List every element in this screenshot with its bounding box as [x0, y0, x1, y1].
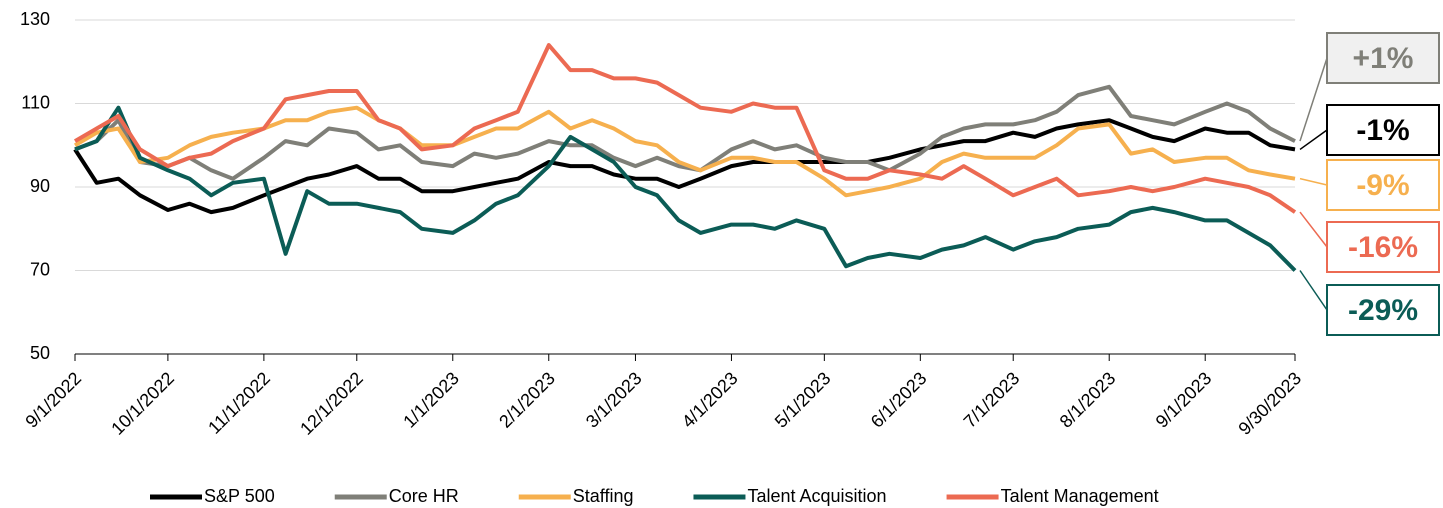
legend-label: Staffing: [573, 486, 634, 506]
end-label-box: [1326, 104, 1440, 156]
end-label-box: [1326, 32, 1440, 84]
x-tick-label: 9/1/2022: [21, 368, 85, 432]
end-label-box: [1326, 159, 1440, 211]
line-series: [74, 105, 1297, 272]
end-label-box: [1326, 221, 1440, 273]
x-tick-label: 2/1/2023: [495, 368, 559, 432]
end-label: -16%: [1348, 231, 1418, 264]
y-tick-label: 70: [30, 259, 50, 279]
y-tick-label: 130: [20, 9, 50, 29]
x-tick-label: 10/1/2022: [107, 368, 178, 439]
x-tick-label: 9/30/2023: [1234, 368, 1305, 439]
x-tick-label: 4/1/2023: [678, 368, 742, 432]
y-tick-label: 90: [30, 176, 50, 196]
y-tick-label: 110: [21, 92, 50, 112]
x-tick-label: 3/1/2023: [582, 368, 646, 432]
x-tick-label: 12/1/2022: [296, 368, 367, 439]
x-tick-label: 11/1/2022: [204, 368, 274, 438]
leader-line: [1299, 211, 1328, 248]
leader-line: [1299, 129, 1328, 151]
x-tick-label: 7/1/2023: [960, 368, 1024, 432]
end-label: -9%: [1356, 169, 1409, 202]
leader-line: [1299, 177, 1328, 186]
end-label: +1%: [1353, 42, 1414, 75]
line-series: [73, 43, 1297, 214]
y-tick-label: 50: [30, 343, 50, 363]
end-label: -1%: [1356, 114, 1409, 147]
x-tick-label: 9/1/2023: [1152, 368, 1216, 432]
line-series: [74, 84, 1296, 181]
x-tick-label: 8/1/2023: [1056, 368, 1120, 432]
x-tick-label: 5/1/2023: [771, 368, 835, 432]
legend-label: Talent Management: [1001, 486, 1159, 506]
end-label-box: [1326, 284, 1440, 336]
end-label: -29%: [1348, 294, 1418, 327]
leader-line: [1299, 270, 1328, 311]
legend-label: S&P 500: [204, 486, 275, 506]
x-tick-label: 6/1/2023: [867, 368, 931, 432]
legend-label: Talent Acquisition: [747, 486, 886, 506]
leader-line: [1299, 57, 1328, 142]
legend-label: Core HR: [389, 486, 459, 506]
line-series: [73, 118, 1296, 215]
line-series: [73, 105, 1296, 198]
x-tick-label: 1/1/2023: [399, 368, 463, 432]
